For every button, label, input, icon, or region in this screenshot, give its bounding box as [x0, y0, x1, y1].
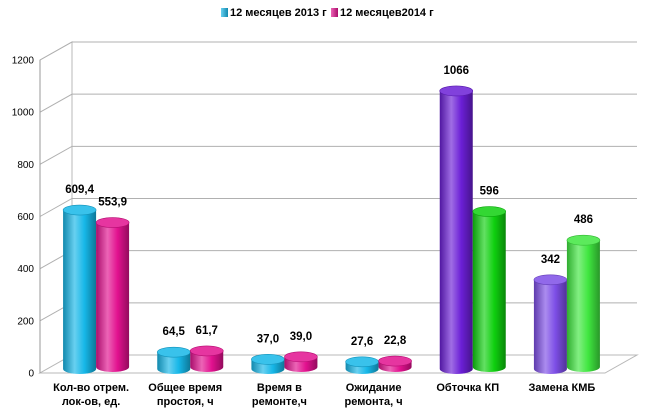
bar	[566, 240, 600, 372]
legend-label: 12 месяцев2014 г	[340, 7, 434, 19]
x-category-label: ремонте,ч	[252, 396, 307, 408]
legend: 12 месяцев 2013 г 12 месяцев2014 г	[221, 7, 434, 19]
bar	[96, 222, 130, 372]
bars	[62, 85, 601, 375]
bar-top	[284, 351, 318, 363]
bar	[472, 211, 506, 372]
bar-top	[439, 85, 474, 97]
y-tick-label: 0	[28, 369, 34, 380]
bar	[533, 279, 567, 374]
bar	[439, 90, 473, 375]
data-label: 486	[574, 214, 593, 226]
x-category-label: Кол-во отрем.	[53, 382, 129, 394]
bar-top	[533, 274, 568, 286]
x-category-label: простоя, ч	[157, 396, 214, 408]
category-labels: Кол-во отрем. лок-ов, ед. Общее время прост…	[53, 382, 595, 408]
bar-top	[378, 355, 412, 367]
y-axis-ticks: 0 200 400 600 800 1000 1200	[12, 56, 35, 380]
bar-top	[251, 354, 285, 365]
bar-top	[95, 217, 130, 228]
x-category-label: ремонта, ч	[345, 396, 403, 408]
bar	[63, 210, 97, 374]
bar-top	[189, 345, 224, 357]
gridline	[39, 41, 637, 61]
data-label: 1066	[443, 65, 469, 77]
data-label: 22,8	[384, 335, 407, 347]
data-label: 342	[541, 254, 560, 266]
bar-top	[345, 356, 379, 368]
bar-top	[156, 346, 191, 358]
y-tick-label: 1200	[12, 56, 35, 67]
y-tick-label: 800	[17, 160, 34, 171]
data-label: 27,6	[351, 336, 373, 348]
x-category-label: Обточка КП	[436, 382, 499, 394]
legend-swatch	[331, 8, 338, 17]
data-label: 596	[480, 186, 499, 198]
bar-top	[472, 206, 507, 217]
bar-top	[566, 234, 601, 246]
gridline	[39, 93, 637, 113]
data-label: 553,9	[98, 197, 127, 209]
x-category-label: Ожидание	[346, 382, 402, 394]
y-tick-label: 400	[17, 264, 34, 275]
data-label: 61,7	[196, 325, 218, 337]
data-label: 37,0	[257, 333, 279, 345]
y-tick-label: 600	[17, 212, 34, 223]
data-labels: 609,4 553,9 64,5 61,7 37,0 39,0 27,6 22,8 1066 59…	[65, 65, 593, 348]
data-label: 39,0	[290, 331, 312, 343]
data-label: 64,5	[163, 326, 186, 338]
gridline	[39, 145, 637, 165]
x-category-label: Замена КМБ	[528, 382, 595, 394]
legend-label: 12 месяцев 2013 г	[230, 7, 327, 19]
y-tick-label: 200	[17, 316, 34, 327]
x-category-label: Общее время	[148, 382, 222, 394]
bar	[190, 350, 224, 372]
data-label: 609,4	[65, 184, 94, 196]
x-category-label: Время в	[257, 382, 302, 394]
legend-swatch	[221, 8, 228, 17]
bar-top	[62, 204, 97, 216]
gridline	[39, 198, 637, 217]
x-category-label: лок-ов, ед.	[62, 396, 120, 408]
bar	[157, 352, 191, 374]
y-tick-label: 1000	[12, 108, 35, 119]
